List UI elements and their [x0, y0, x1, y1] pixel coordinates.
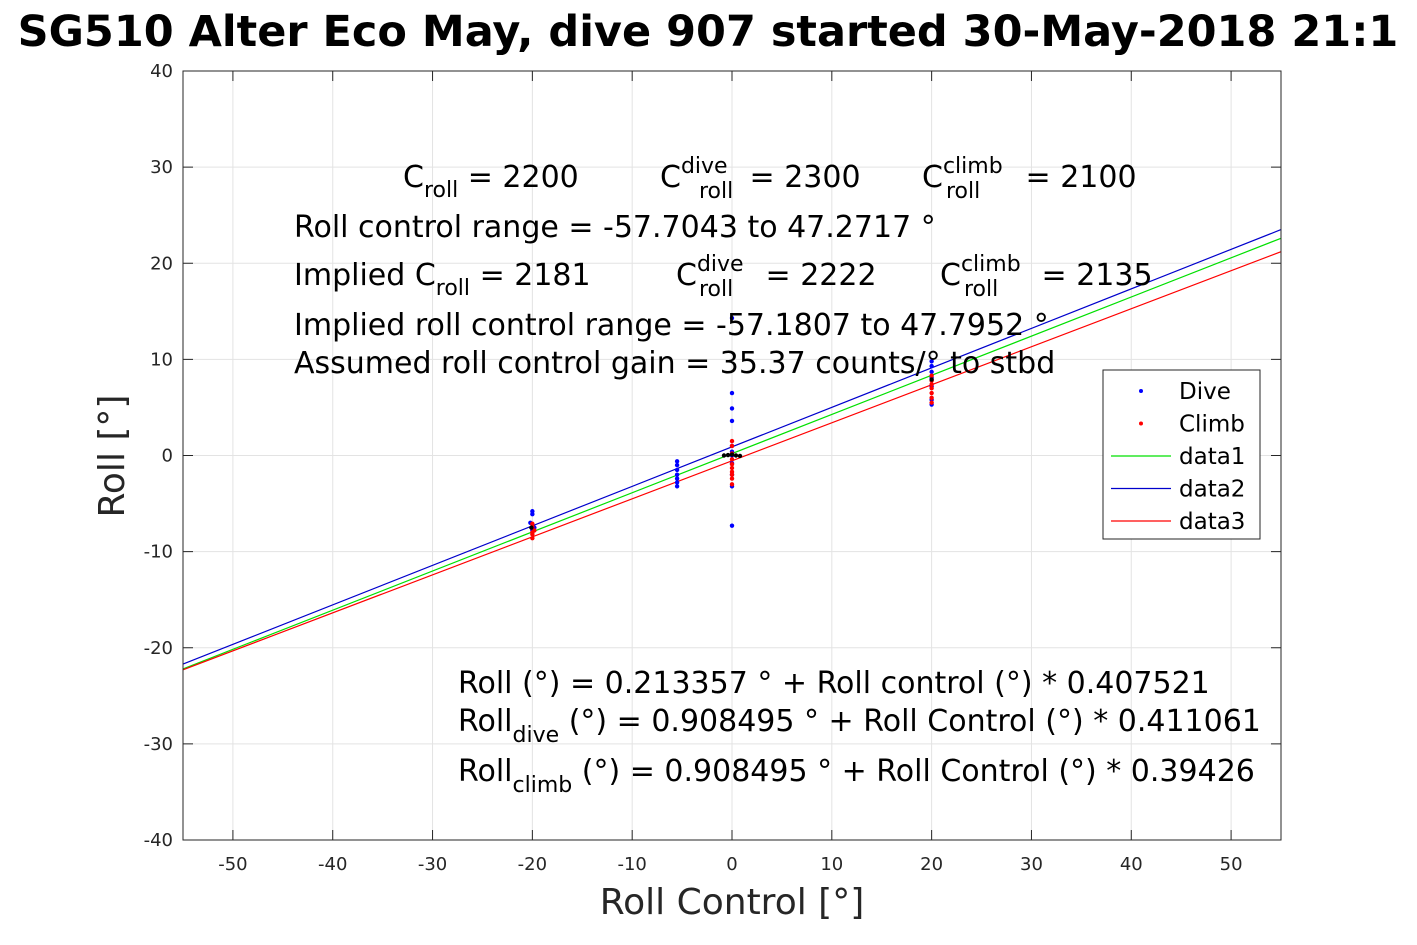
data-point-climb [929, 382, 934, 387]
axis-ticks: -50 -40 -30 -20 -10 0 10 20 30 40 50 -40 -30 -20 -10 0 1… [144, 61, 1281, 875]
legend-label-data1: data1 [1179, 444, 1245, 470]
y-tick-label: -30 [144, 734, 173, 755]
x-tick-label: 30 [1020, 854, 1043, 875]
data-point-dive [729, 406, 735, 411]
data-point-fit [737, 453, 743, 459]
x-tick-label: 0 [726, 854, 737, 875]
data-point-climb [729, 465, 735, 471]
data-point-dive [674, 480, 680, 485]
legend-marker-dive [1139, 389, 1143, 393]
data-point-fit [929, 377, 934, 382]
data-point-fit [729, 452, 735, 457]
data-point-dive [674, 467, 680, 473]
data-point-dive [729, 523, 735, 528]
data-point-climb [929, 390, 934, 396]
data-point-climb [929, 395, 934, 401]
legend-label-climb: Climb [1179, 412, 1245, 438]
legend-box [1102, 369, 1261, 540]
x-tick-label: -50 [218, 854, 247, 875]
data-layer [182, 229, 1282, 671]
y-tick-label: 40 [150, 61, 173, 82]
legend: Dive Climb data1 data2 data3 [1102, 369, 1261, 540]
data-point-climb [729, 438, 735, 444]
data-point-fit [725, 452, 731, 458]
data-point-dive [674, 476, 680, 481]
annotation-equation-dive: Rolldive (°) = 0.908495 ° + Roll Control… [458, 704, 1261, 748]
data-point-dive [674, 462, 680, 468]
y-tick-label: 20 [150, 253, 173, 274]
annotation-equation-climb: Rollclimb (°) = 0.908495 ° + Roll Contro… [458, 754, 1255, 798]
annotation-c-roll-dive: Cdive roll = 2300 [660, 154, 861, 204]
legend-label-dive: Dive [1179, 379, 1231, 405]
data-point-dive [729, 390, 735, 396]
data-point-dive [674, 472, 680, 477]
data-point-dive [729, 315, 735, 321]
y-tick-label: 0 [162, 446, 173, 467]
annotation-c-roll: Croll = 2200 [403, 160, 579, 203]
legend-label-data2: data2 [1179, 477, 1245, 503]
x-tick-label: 10 [820, 854, 843, 875]
data-point-fit [721, 453, 727, 458]
chart-title: SG510 Alter Eco May, dive 907 started 30… [18, 7, 1399, 57]
legend-marker-climb [1139, 421, 1143, 426]
x-tick-label: -40 [318, 854, 347, 875]
data-point-climb [729, 476, 735, 481]
annotation-implied-c-climb: Cclimb roll = 2135 [940, 252, 1153, 302]
x-tick-label: -20 [518, 854, 547, 875]
y-tick-label: -10 [144, 542, 173, 563]
annotation-implied-c-dive: Cdive roll = 2222 [676, 252, 877, 302]
data-point-dive [729, 418, 735, 424]
annotation-range: Roll control range = -57.7043 to 47.2717… [294, 210, 936, 245]
x-tick-label: 20 [920, 854, 943, 875]
y-tick-label: -40 [144, 830, 173, 851]
y-tick-label: 10 [150, 349, 173, 370]
data-point-climb [929, 373, 934, 378]
annotation-c-roll-climb: Cclimb roll = 2100 [922, 154, 1137, 204]
annotation-gain: Assumed roll control gain = 35.37 counts… [294, 346, 1055, 381]
x-tick-label: -30 [418, 854, 447, 875]
annotation-equation-1: Roll (°) = 0.213357 ° + Roll control (°)… [458, 666, 1210, 701]
data-point-climb [929, 386, 934, 391]
data-point-dive [929, 359, 934, 364]
data-point-dive [929, 369, 934, 375]
x-tick-label: 40 [1120, 854, 1143, 875]
y-tick-label: -20 [144, 638, 173, 659]
y-axis-label: Roll [°] [92, 395, 133, 518]
data-point-dive [674, 484, 680, 489]
x-tick-label: -10 [617, 854, 646, 875]
annotation-implied-c-roll: Implied Croll = 2181 [294, 258, 591, 301]
data-point-climb [530, 535, 535, 541]
data-point-climb [729, 472, 735, 477]
y-tick-label: 30 [150, 157, 173, 178]
legend-label-data3: data3 [1179, 509, 1245, 535]
data-point-climb [929, 400, 934, 405]
data-point-fit [529, 525, 534, 530]
data-point-climb [729, 482, 735, 487]
data-point-climb [729, 457, 735, 462]
annotation-implied-range: Implied roll control range = -57.1807 to… [294, 308, 1049, 343]
data-point-climb [729, 461, 735, 467]
x-axis-label: Roll Control [°] [600, 882, 865, 923]
data-point-climb [729, 443, 735, 449]
x-tick-label: 50 [1220, 854, 1243, 875]
data-point-dive [530, 511, 535, 517]
data-point-dive [929, 363, 934, 369]
data-point-fit [733, 453, 739, 458]
data-point-climb [530, 530, 535, 535]
data-point-dive [674, 459, 680, 464]
